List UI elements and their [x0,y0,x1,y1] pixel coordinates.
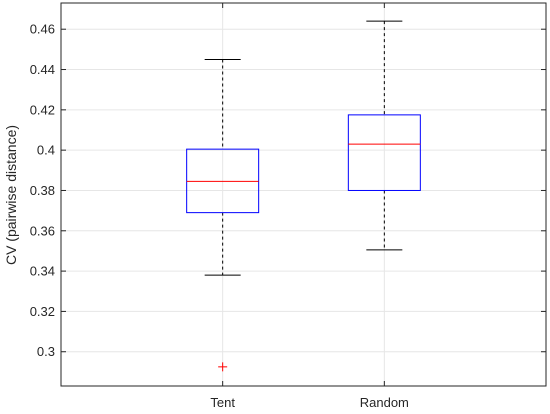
y-tick-label: 0.36 [30,223,55,238]
x-tick-label: Tent [210,395,235,410]
y-tick-label: 0.4 [37,143,55,158]
y-tick-label: 0.32 [30,304,55,319]
y-tick-label: 0.42 [30,102,55,117]
y-tick-label: 0.46 [30,22,55,37]
y-tick-label: 0.34 [30,264,55,279]
y-tick-label: 0.38 [30,183,55,198]
y-tick-label: 0.3 [37,344,55,359]
y-tick-label: 0.44 [30,62,55,77]
boxes [186,20,421,372]
plot-background [61,3,546,386]
outlier-marker [218,362,228,372]
y-axis-title: CV (pairwise distance) [3,125,19,265]
x-ticks: Tent Random [210,3,409,410]
iqr-box [186,148,260,214]
box-random [347,20,421,251]
grid [61,3,546,386]
x-tick-label: Random [360,395,409,410]
iqr-box [347,114,421,191]
box-tent [186,58,260,372]
y-ticks: 0.3 0.32 0.34 0.36 0.38 0.4 0.42 0.44 0.46 [30,22,546,359]
plot-frame [60,2,547,387]
